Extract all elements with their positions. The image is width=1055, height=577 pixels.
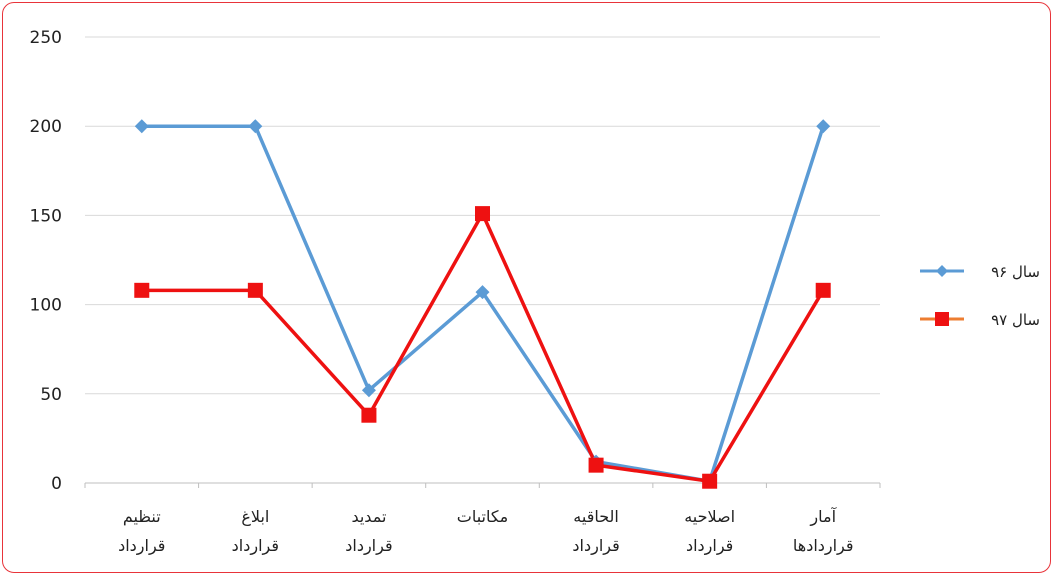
x-category-label: ابلاغ [241, 507, 269, 527]
legend-marker-0 [936, 265, 948, 277]
x-category-label: قرارداد [118, 536, 165, 556]
x-category-label: اصلاحیه [684, 507, 735, 526]
gridlines [85, 36, 880, 484]
y-tick-label: 150 [30, 206, 62, 226]
x-category-label: مکاتبات [457, 507, 509, 526]
y-tick-label: 100 [30, 296, 62, 316]
y-tick-label: 200 [30, 117, 62, 137]
x-category-label: تنظیم [123, 507, 161, 526]
legend-marker-1 [935, 312, 949, 326]
x-axis-categories: تنظیم قرارداد ابلاغ قرارداد تمدید قرارداد مکات… [84, 483, 881, 556]
y-axis-ticks: 0 50 100 150 200 250 [30, 28, 62, 494]
data-point-series-1-0 [134, 282, 150, 298]
x-category-label: قرارداد [345, 536, 392, 556]
series-markers [134, 119, 831, 489]
data-point-series-0-0 [134, 119, 149, 134]
data-point-series-0-3 [475, 285, 490, 300]
series-line-0 [141, 124, 825, 483]
legend-label: سال ۹۷ [991, 311, 1040, 329]
x-category-label: تمدید [351, 507, 386, 526]
data-point-series-1-2 [361, 407, 377, 423]
x-category-label: قرارداد [232, 536, 279, 556]
series-lines [141, 124, 825, 483]
data-point-series-0-1 [248, 119, 263, 134]
x-category-label: قراردادها [793, 536, 854, 556]
data-point-series-0-2 [361, 383, 376, 398]
legend: سال ۹۶ سال ۹۷ [920, 263, 1040, 329]
x-category-label: الحاقیه [573, 507, 619, 526]
data-point-series-1-4 [588, 457, 604, 473]
data-point-series-1-6 [815, 282, 831, 298]
data-point-series-1-1 [247, 282, 263, 298]
legend-label: سال ۹۶ [991, 263, 1040, 281]
data-point-series-1-5 [702, 473, 718, 489]
y-tick-label: 50 [40, 385, 62, 405]
y-tick-label: 0 [51, 474, 62, 494]
data-point-series-1-3 [475, 206, 490, 222]
x-category-label: آمار [809, 507, 837, 527]
x-category-label: قرارداد [572, 536, 619, 556]
data-point-series-0-6 [816, 119, 831, 134]
x-category-label: قرارداد [686, 536, 733, 556]
y-tick-label: 250 [30, 28, 62, 48]
